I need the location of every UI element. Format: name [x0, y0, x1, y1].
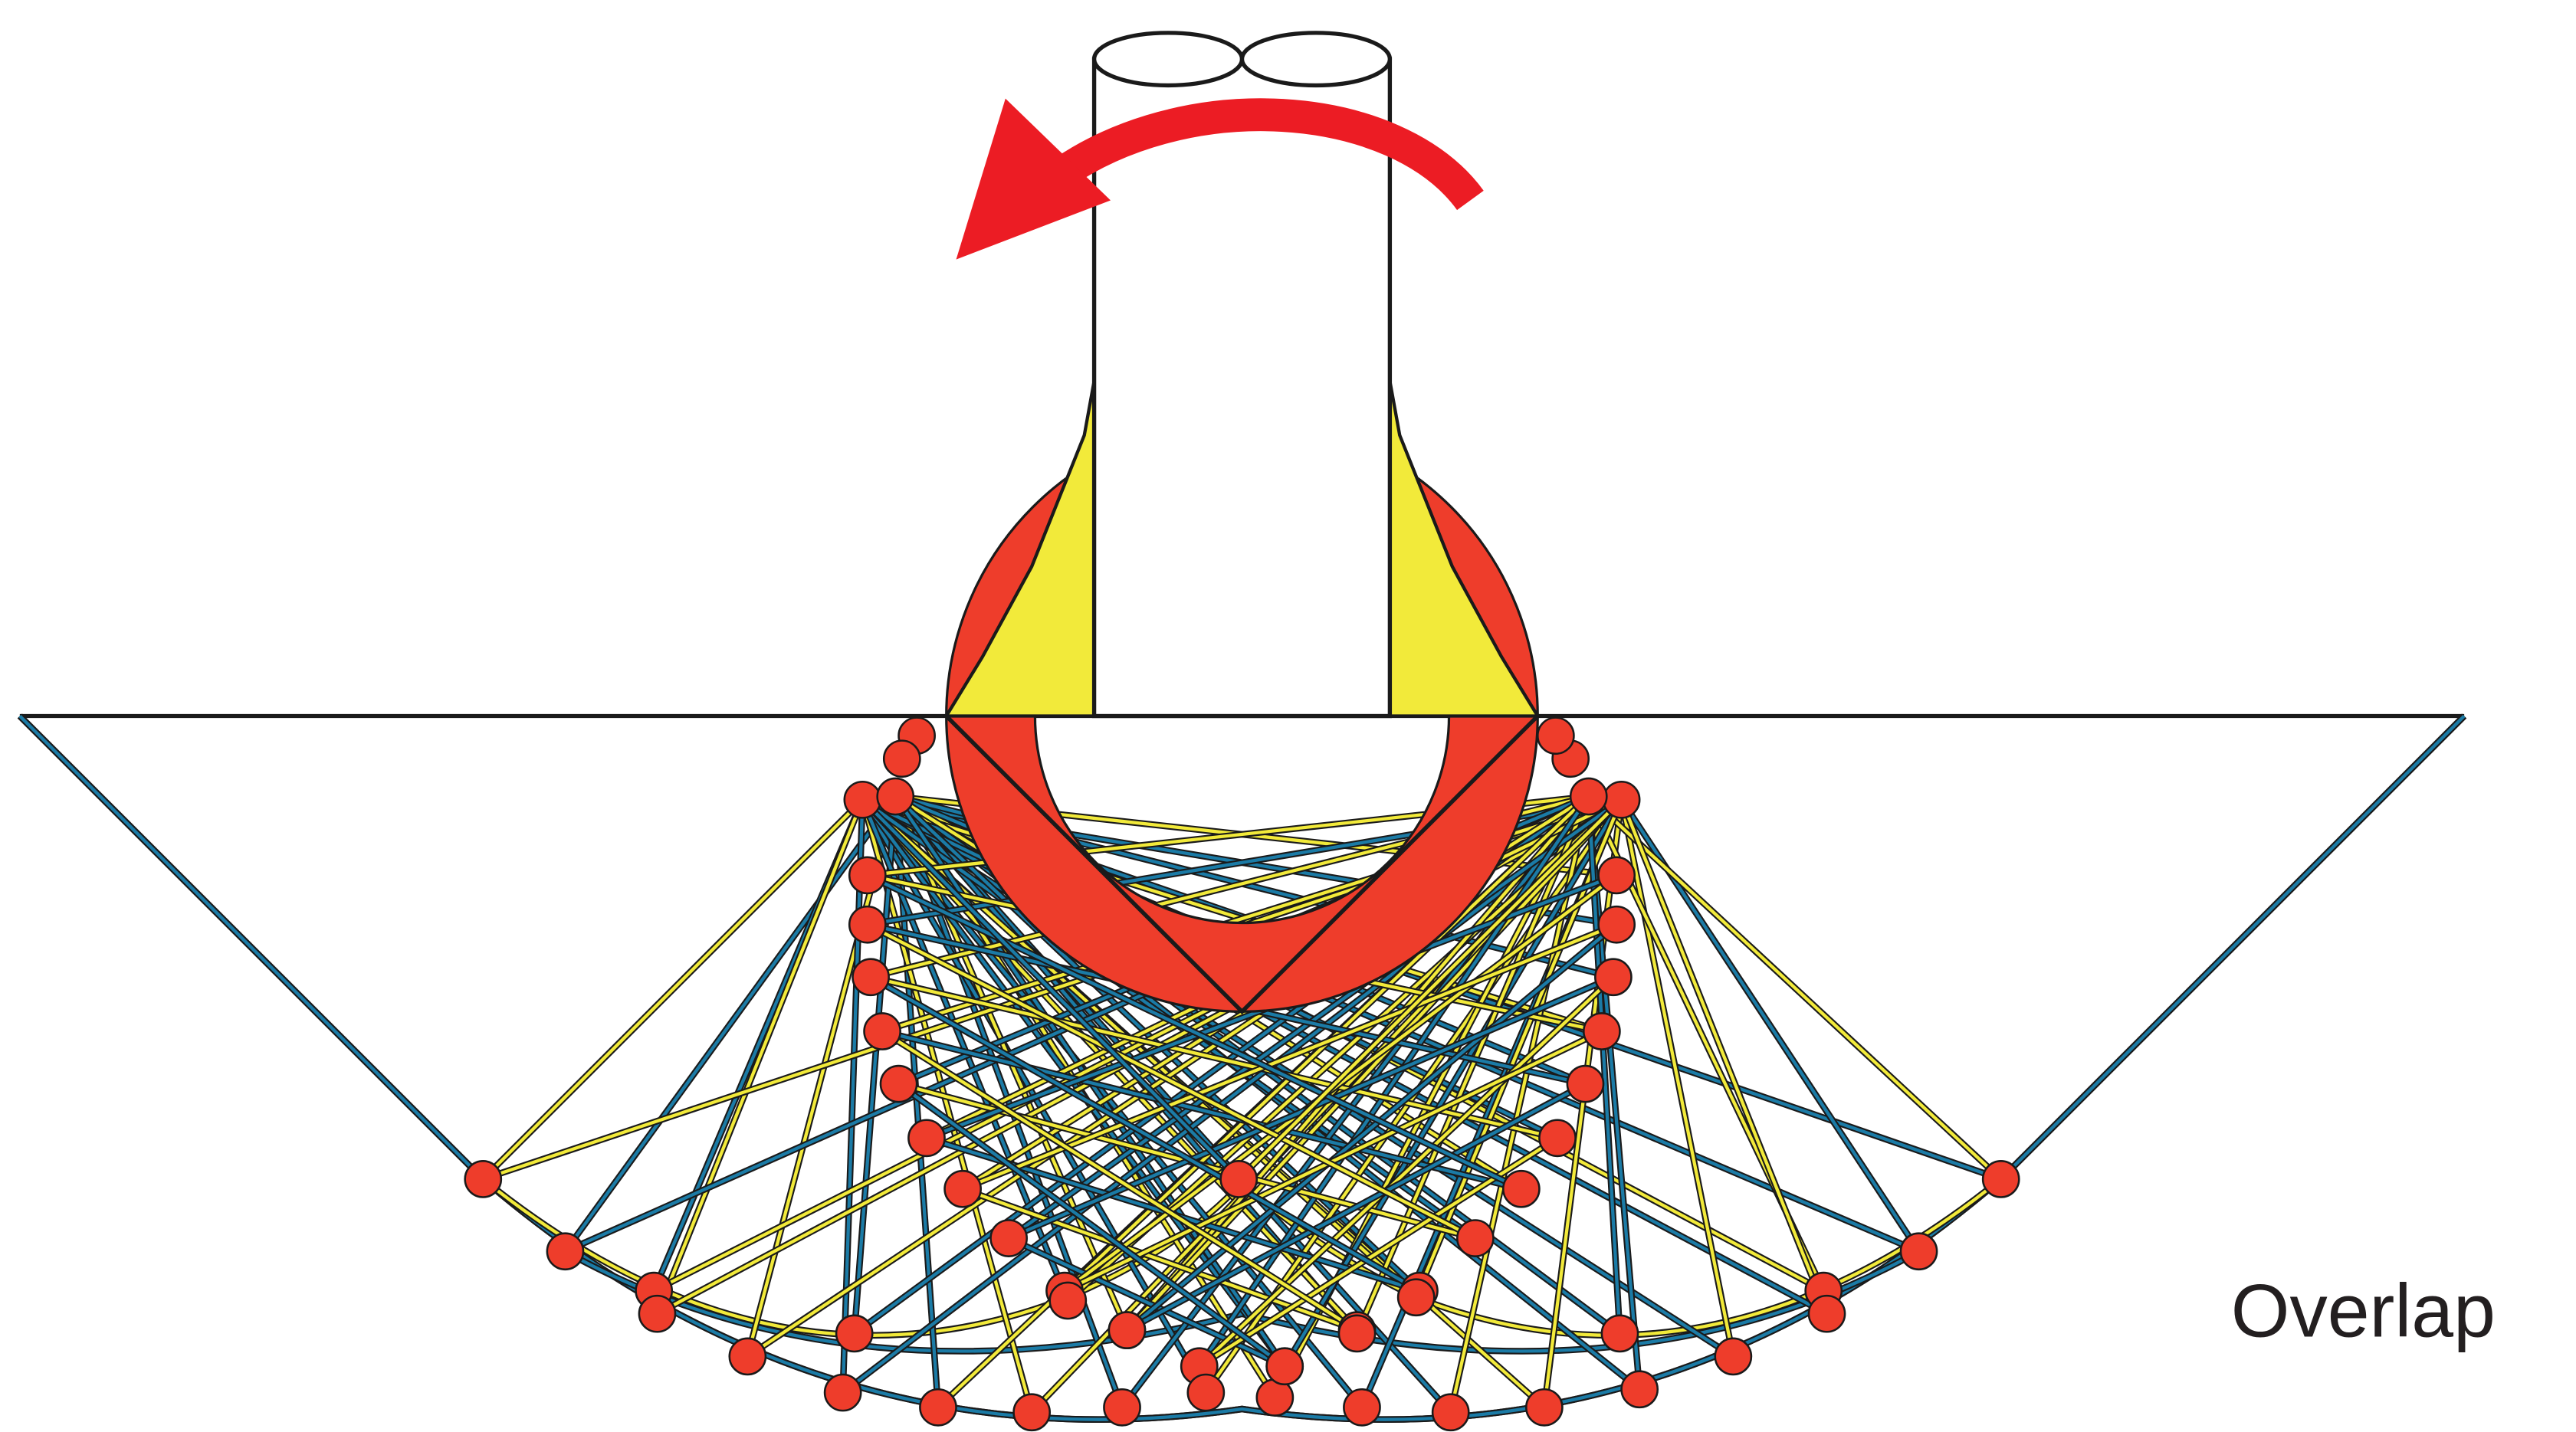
- node-bottom-arc: [728, 1337, 767, 1376]
- strand-right-fan: [1619, 799, 1829, 1315]
- rotation-arrow-shaft: [1042, 98, 1484, 211]
- node-bottom-arc: [1012, 1393, 1052, 1432]
- node-right-loop: [1566, 1064, 1605, 1103]
- strand-right-fan: [1542, 799, 1623, 1408]
- overlap-label: Overlap: [2231, 1269, 2496, 1353]
- strand-cross: [1064, 1030, 1603, 1293]
- node-lower-arc: [1265, 1347, 1304, 1386]
- node-right-loop: [1597, 856, 1636, 895]
- node-bottom-arc: [823, 1373, 862, 1412]
- strand-cross: [1198, 975, 1615, 1368]
- pile-body: [1091, 57, 1393, 719]
- node-bottom-arc: [919, 1388, 957, 1427]
- node-center: [1219, 1160, 1258, 1198]
- strand-right-fan: [1587, 795, 2003, 1181]
- node-bottom-arc: [1899, 1232, 1938, 1271]
- strand-left-fan: [563, 795, 897, 1253]
- node-anchor-left: [843, 780, 882, 819]
- strand-cross: [1126, 923, 1618, 1332]
- node-bottom-arc: [1186, 1373, 1226, 1412]
- node-shoulder: [1537, 716, 1575, 755]
- node-bottom-arc: [1620, 1370, 1659, 1409]
- strand-right-fan: [1619, 799, 1735, 1357]
- strand-cross: [897, 1082, 1286, 1368]
- node-right-loop: [1597, 905, 1636, 944]
- node-left-loop: [879, 1064, 918, 1103]
- pile-top-right: [1239, 31, 1393, 88]
- strand-center: [861, 798, 1240, 1181]
- node-lower-arc: [1108, 1311, 1147, 1349]
- node-lower-arc: [1048, 1281, 1088, 1320]
- strand-cross: [866, 873, 1522, 1191]
- strand-right-fan: [1414, 798, 1623, 1299]
- node-lower-arc: [1600, 1314, 1639, 1353]
- strand-left-fan: [655, 799, 865, 1315]
- node-bottom-arc: [1981, 1160, 2020, 1198]
- node-right-loop: [1538, 1119, 1577, 1158]
- node-lower-arc: [835, 1314, 874, 1353]
- strand-network: [17, 713, 2467, 1423]
- strand-right-fan: [1125, 798, 1623, 1332]
- pile-top-left: [1091, 31, 1245, 88]
- node-bottom-arc: [464, 1160, 503, 1198]
- node-left-loop: [863, 1012, 901, 1050]
- strand-cross: [881, 1030, 1358, 1332]
- node-right-loop: [1583, 1012, 1621, 1050]
- strand-left-fan: [481, 798, 864, 1181]
- weld-left: [943, 380, 1096, 718]
- strand-cross: [962, 922, 1617, 1191]
- rotation-arrow-icon: [956, 98, 1484, 260]
- strand-outer-right: [18, 714, 2466, 1421]
- node-right-loop: [1501, 1169, 1541, 1208]
- node-group: [464, 716, 2020, 1432]
- strand-cross: [1126, 1082, 1587, 1332]
- node-bottom-arc: [1524, 1388, 1564, 1427]
- strand-right-fan: [842, 798, 1623, 1394]
- node-bottom-arc: [1343, 1388, 1381, 1427]
- node-left-loop: [848, 856, 887, 895]
- strand-cross: [866, 922, 1476, 1240]
- pile-shaft: [1091, 31, 1393, 719]
- node-bottom-arc: [1714, 1337, 1753, 1376]
- node-left-loop: [907, 1119, 946, 1158]
- node-left-loop: [848, 905, 887, 944]
- node-anchor-right: [1569, 777, 1608, 816]
- strand-right-fan: [1007, 798, 1623, 1240]
- strand-left-fan: [861, 798, 1363, 1409]
- node-right-loop: [1455, 1219, 1495, 1257]
- node-lower-arc: [1807, 1294, 1846, 1333]
- node-left-loop: [943, 1169, 982, 1208]
- node-bottom-arc: [1431, 1393, 1470, 1432]
- node-right-loop: [1594, 958, 1633, 997]
- node-bottom-arc: [546, 1232, 585, 1271]
- strand-cross: [1063, 873, 1618, 1293]
- weld-right: [1388, 380, 1541, 718]
- node-lower-arc: [1396, 1278, 1436, 1317]
- node-shoulder: [882, 739, 921, 778]
- node-anchor-right: [1602, 780, 1641, 819]
- node-left-loop: [852, 958, 890, 997]
- node-lower-arc: [1337, 1314, 1377, 1353]
- weld-fillets: [943, 380, 1541, 718]
- node-lower-arc: [638, 1294, 677, 1333]
- strand-cross: [870, 975, 1421, 1293]
- node-left-loop: [989, 1219, 1028, 1257]
- rotation-arrow-head: [956, 98, 1111, 260]
- strand-left-fan: [861, 799, 1034, 1413]
- strand-center: [1237, 798, 1623, 1181]
- node-anchor-left: [876, 777, 915, 816]
- node-bottom-arc: [1103, 1388, 1141, 1427]
